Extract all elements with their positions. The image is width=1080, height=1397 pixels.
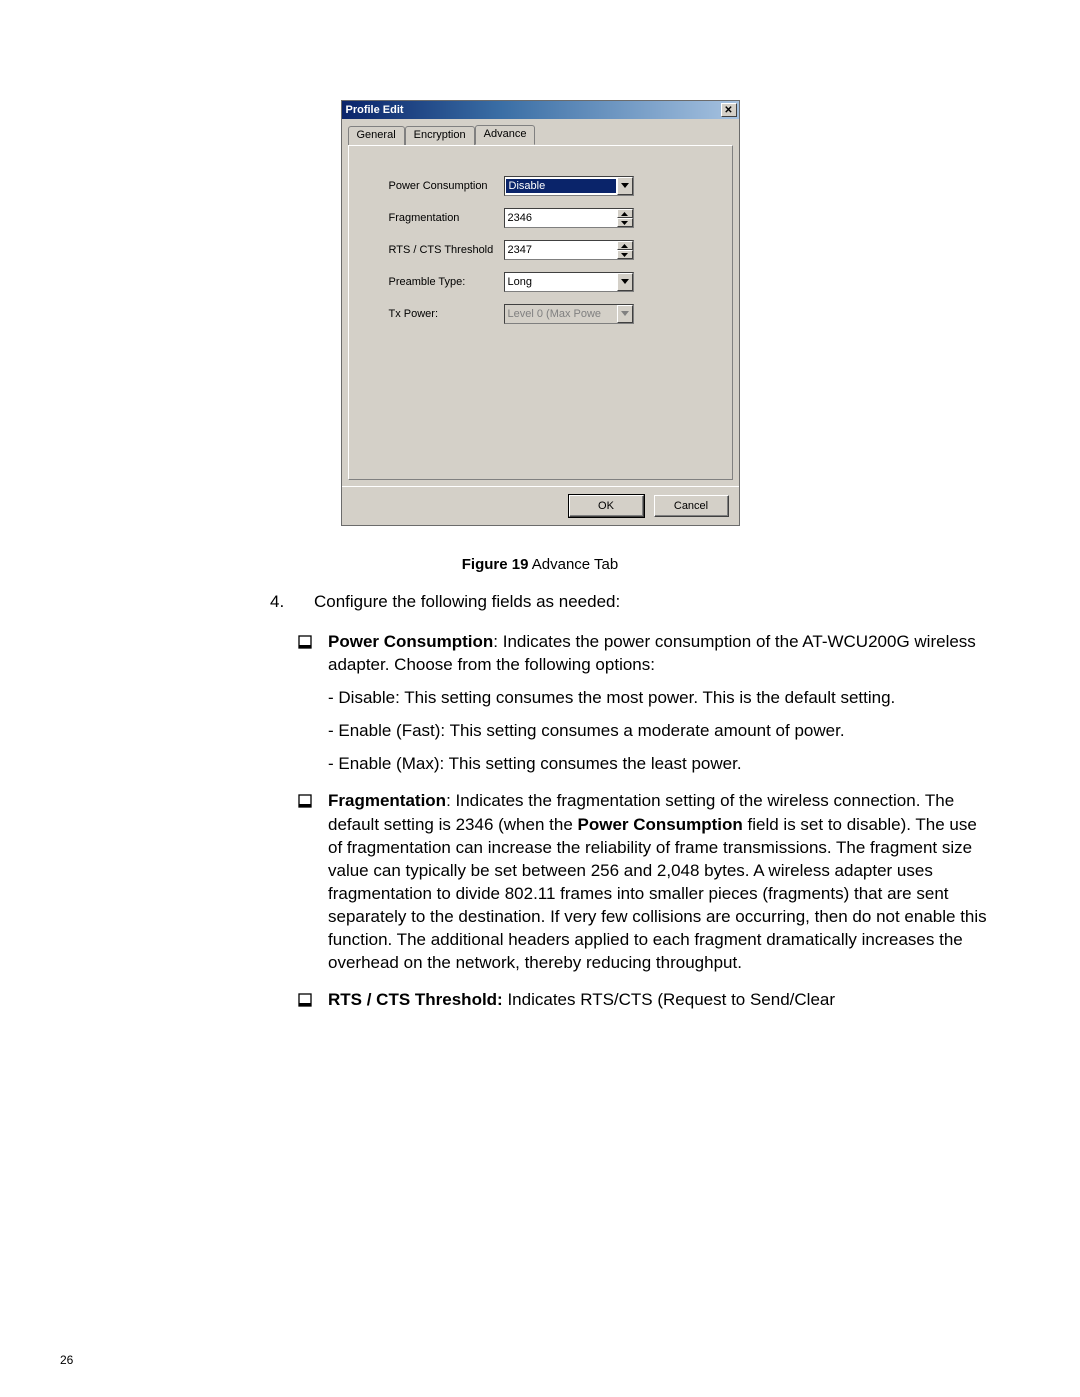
bullet-power-consumption: Power Consumption: Indicates the power c… [298, 630, 990, 776]
power-consumption-label: Power Consumption [389, 180, 504, 192]
bullet-icon [298, 630, 328, 776]
advance-tab-panel: Power Consumption Disable Fragmentation … [348, 145, 733, 480]
close-icon[interactable]: ✕ [721, 103, 737, 117]
chevron-down-icon[interactable] [617, 177, 633, 195]
cancel-button[interactable]: Cancel [654, 495, 729, 517]
bullet-icon [298, 988, 328, 1013]
tab-strip: General Encryption Advance [342, 119, 739, 145]
fragmentation-spinner[interactable]: 2346 [504, 208, 634, 228]
profile-edit-dialog: Profile Edit ✕ General Encryption Advanc… [341, 100, 740, 526]
step-4-text: Configure the following fields as needed… [314, 591, 620, 614]
spin-down-icon[interactable] [617, 218, 633, 227]
ok-button[interactable]: OK [569, 495, 644, 517]
bullet-icon [298, 789, 328, 974]
dialog-title: Profile Edit [346, 104, 721, 116]
bullet-fragmentation: Fragmentation: Indicates the fragmentati… [298, 789, 990, 974]
power-consumption-select[interactable]: Disable [504, 176, 634, 196]
dialog-button-bar: OK Cancel [342, 486, 739, 525]
page-number: 26 [60, 1353, 73, 1367]
fragmentation-label: Fragmentation [389, 212, 504, 224]
tx-power-label: Tx Power: [389, 308, 504, 320]
spin-down-icon[interactable] [617, 250, 633, 259]
tx-power-select: Level 0 (Max Powe [504, 304, 634, 324]
figure-caption: Figure 19 Advance Tab [60, 556, 1020, 573]
tab-advance[interactable]: Advance [475, 125, 536, 145]
tab-general[interactable]: General [348, 126, 405, 146]
preamble-type-label: Preamble Type: [389, 276, 504, 288]
dialog-titlebar: Profile Edit ✕ [342, 101, 739, 119]
spin-up-icon[interactable] [617, 209, 633, 218]
rts-cts-label: RTS / CTS Threshold [389, 244, 504, 256]
chevron-down-icon [617, 305, 633, 323]
preamble-type-select[interactable]: Long [504, 272, 634, 292]
bullet-rts-cts: RTS / CTS Threshold: Indicates RTS/CTS (… [298, 988, 990, 1013]
tab-encryption[interactable]: Encryption [405, 126, 475, 146]
rts-cts-spinner[interactable]: 2347 [504, 240, 634, 260]
chevron-down-icon[interactable] [617, 273, 633, 291]
spin-up-icon[interactable] [617, 241, 633, 250]
step-4: 4. Configure the following fields as nee… [270, 591, 990, 614]
